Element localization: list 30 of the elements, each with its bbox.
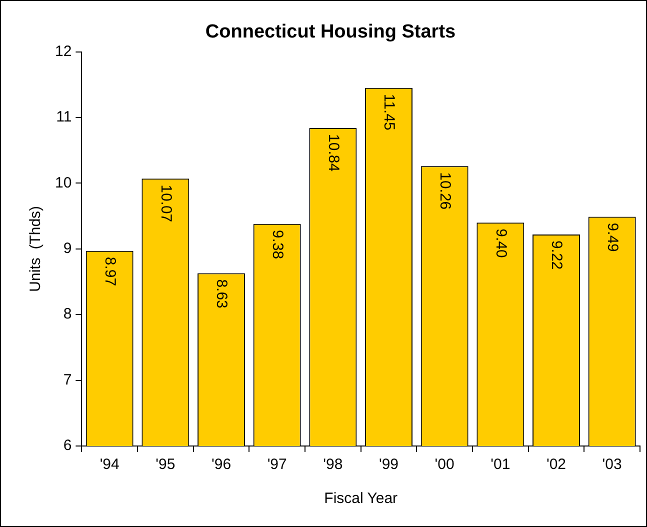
data-label: 9.40 <box>492 228 510 258</box>
data-label: 8.97 <box>101 256 118 286</box>
y-tick-label: 9 <box>63 240 72 258</box>
x-tick-label: '98 <box>323 456 343 474</box>
y-tick-label: 12 <box>54 42 72 60</box>
data-label: 8.63 <box>213 279 230 308</box>
x-tick-label: '96 <box>211 456 232 474</box>
y-tick-label: 6 <box>63 437 72 454</box>
y-tick-label: 7 <box>63 371 72 388</box>
x-tick-label: '02 <box>546 456 566 474</box>
x-tick-label: '95 <box>156 456 176 474</box>
chart-title: Connecticut Housing Starts <box>205 22 456 43</box>
data-label: 10.26 <box>436 172 454 210</box>
y-tick-label: 10 <box>54 174 72 192</box>
data-label: 10.84 <box>324 134 342 172</box>
data-label: 9.49 <box>604 222 621 252</box>
x-tick-label: '03 <box>602 456 622 474</box>
data-label: 9.22 <box>548 240 566 270</box>
data-label: 9.38 <box>268 230 286 260</box>
x-axis-title: Fiscal Year <box>324 490 398 508</box>
y-tick-label: 8 <box>63 306 72 323</box>
y-axis-title: Units (Thds) <box>27 206 44 292</box>
x-tick-label: '01 <box>490 456 510 474</box>
x-tick-label: '97 <box>267 456 287 474</box>
x-tick-label: '94 <box>100 456 120 474</box>
x-tick-label: '00 <box>434 456 454 474</box>
data-label: 11.45 <box>380 94 398 130</box>
data-label: 10.07 <box>157 184 174 222</box>
x-tick-label: '99 <box>378 456 399 474</box>
y-tick-label: 11 <box>56 108 72 126</box>
